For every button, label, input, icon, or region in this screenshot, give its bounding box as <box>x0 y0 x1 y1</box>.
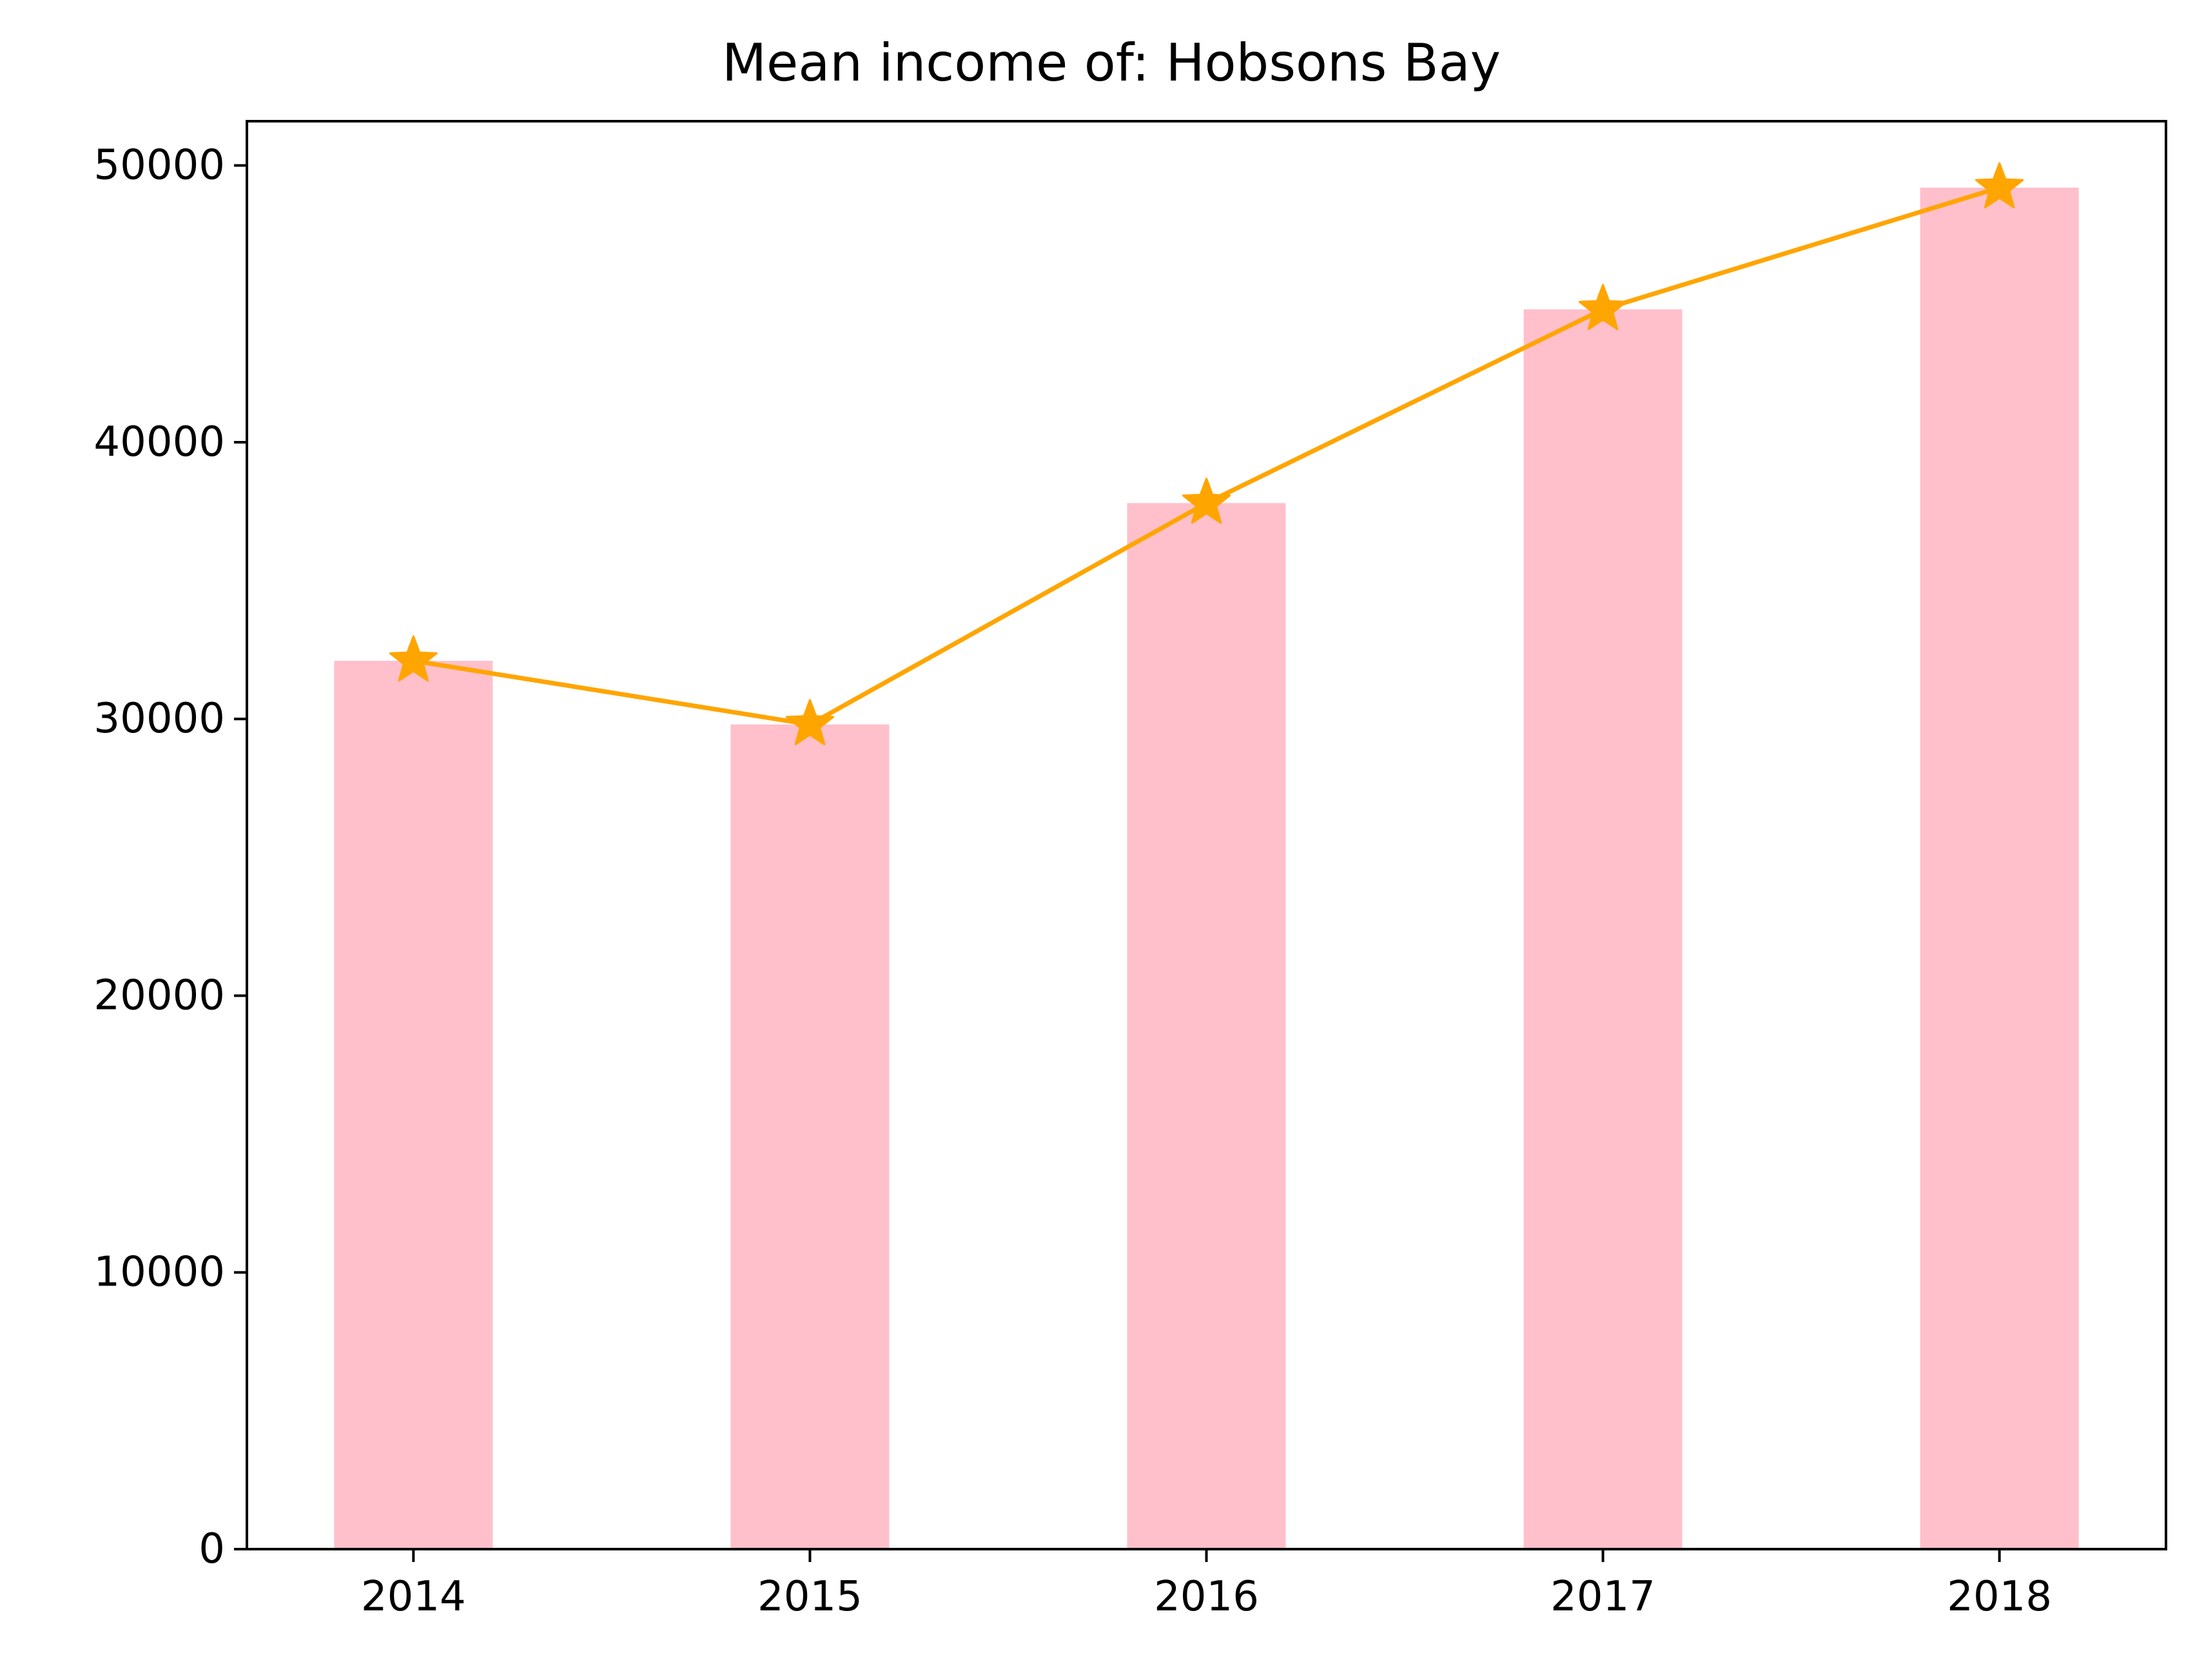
y-tick-label-30000: 30000 <box>93 695 225 743</box>
y-tick-label-20000: 20000 <box>93 972 225 1019</box>
bar-2016 <box>1127 503 1286 1549</box>
line-point-2017 <box>1578 284 1628 331</box>
y-tick-label-40000: 40000 <box>93 418 225 466</box>
line-point-2014 <box>389 635 438 682</box>
x-tick-label-2018: 2018 <box>1947 1573 2052 1621</box>
bar-2015 <box>730 724 890 1549</box>
line-point-2016 <box>1182 477 1231 524</box>
x-tick-label-2017: 2017 <box>1550 1573 1655 1621</box>
bar-2014 <box>334 661 493 1549</box>
bar-2018 <box>1920 188 2079 1550</box>
plot-area: 0 10000 20000 30000 40000 50000 2014 2015 2016 20… <box>93 120 2167 1621</box>
y-tick-label-50000: 50000 <box>93 142 225 190</box>
y-tick-label-0: 0 <box>199 1525 225 1573</box>
x-tick-label-2014: 2014 <box>361 1573 466 1621</box>
line-point-2015 <box>785 699 835 746</box>
line-point-2018 <box>1975 162 2024 209</box>
x-tick-label-2016: 2016 <box>1154 1573 1259 1621</box>
bar-2017 <box>1523 309 1682 1550</box>
x-tick-label-2015: 2015 <box>757 1573 863 1621</box>
y-tick-label-10000: 10000 <box>93 1249 225 1296</box>
chart-title: Mean income of: Hobsons Bay <box>722 33 1501 93</box>
